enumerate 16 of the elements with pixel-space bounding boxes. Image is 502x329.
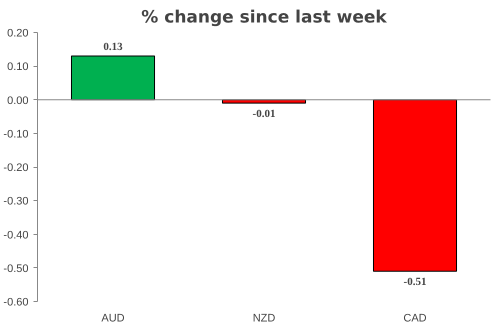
y-tick-label: 0.20 <box>7 28 29 40</box>
x-tick-label: CAD <box>403 312 427 324</box>
chart-title: % change since last week <box>141 8 388 28</box>
y-tick-label: -0.40 <box>3 229 29 242</box>
y-tick-label: -0.60 <box>3 296 29 308</box>
y-tick-label: -0.50 <box>3 262 29 275</box>
y-tick-label: 0.00 <box>7 94 29 107</box>
y-tick-label: -0.10 <box>3 128 29 140</box>
x-tick-label: NZD <box>252 312 276 324</box>
y-tick-label: -0.30 <box>3 196 29 208</box>
data-label: -0.51 <box>404 276 426 288</box>
y-tick-label: -0.20 <box>3 162 29 174</box>
data-label: 0.13 <box>103 41 124 54</box>
y-tick-label: 0.10 <box>7 61 29 74</box>
data-label: -0.01 <box>252 108 276 120</box>
x-tick-label: AUD <box>101 312 125 324</box>
